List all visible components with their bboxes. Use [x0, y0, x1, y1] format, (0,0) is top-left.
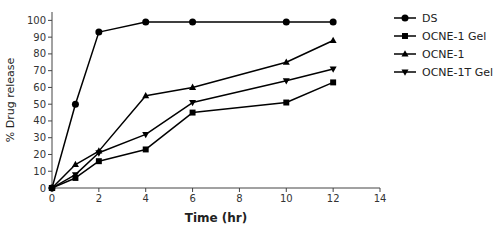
x-axis-label: Time (hr) — [185, 211, 248, 225]
chart: 0 2 4 6 8 10 12 14 0 10 20 30 40 50 60 70 80 90 100 Time (h… — [0, 0, 500, 235]
point — [330, 79, 336, 85]
legend-label: OCNE-1 — [422, 48, 465, 61]
x-tick-label: 14 — [374, 193, 387, 204]
y-tick — [48, 154, 52, 155]
y-tick-label: 80 — [33, 48, 46, 59]
x-tick-label: 6 — [189, 193, 195, 204]
y-axis-label: % Drug release — [4, 58, 17, 143]
series-line — [52, 82, 333, 188]
point — [189, 84, 196, 90]
y-tick-label: 0 — [40, 183, 46, 194]
point — [72, 161, 79, 167]
point — [142, 132, 149, 138]
y-tick-label: 10 — [33, 166, 46, 177]
x-tick-label: 10 — [280, 193, 293, 204]
y-tick — [48, 171, 52, 172]
series-line — [52, 22, 333, 188]
legend-label: OCNE-1 Gel — [422, 30, 486, 43]
y-tick — [48, 37, 52, 38]
legend: DS OCNE-1 Gel OCNE-1 OCNE-1T Gel — [394, 12, 493, 79]
x-tick — [98, 188, 99, 192]
x-tick — [286, 188, 287, 192]
point — [189, 19, 196, 26]
x-tick — [145, 188, 146, 192]
point — [95, 150, 102, 156]
legend-label: DS — [422, 12, 437, 25]
y-tick-label: 30 — [33, 132, 46, 143]
x-tick — [380, 188, 381, 192]
y-tick-label: 90 — [33, 32, 46, 43]
y-tick — [48, 70, 52, 71]
point — [95, 29, 102, 36]
legend-marker — [402, 50, 409, 56]
y-axis-line — [52, 12, 53, 188]
y-tick — [48, 104, 52, 105]
y-tick — [48, 137, 52, 138]
point — [330, 19, 337, 26]
y-tick-label: 40 — [33, 115, 46, 126]
series-line — [52, 69, 333, 188]
point — [49, 186, 56, 192]
y-tick — [48, 53, 52, 54]
point — [189, 100, 196, 106]
y-tick-label: 50 — [33, 99, 46, 110]
y-tick-label: 60 — [33, 82, 46, 93]
x-tick-label: 4 — [143, 193, 149, 204]
lines — [52, 22, 333, 188]
point — [190, 110, 196, 116]
legend-marker — [402, 33, 408, 39]
point — [49, 185, 55, 191]
legend-marker — [402, 70, 409, 76]
point — [283, 100, 289, 106]
x-tick — [239, 188, 240, 192]
point — [330, 67, 337, 73]
y-tick — [48, 20, 52, 21]
legend-label: OCNE-1T Gel — [422, 66, 493, 79]
point — [72, 101, 79, 108]
x-tick-label: 2 — [96, 193, 102, 204]
point — [72, 172, 79, 178]
x-tick-label: 8 — [236, 193, 242, 204]
point — [96, 158, 102, 164]
y-tick — [48, 120, 52, 121]
legend-marker — [402, 15, 409, 22]
point — [49, 185, 56, 192]
point — [142, 19, 149, 26]
point — [283, 78, 290, 84]
x-tick — [333, 188, 334, 192]
point — [283, 19, 290, 26]
x-tick-label: 0 — [49, 193, 55, 204]
y-tick-label: 100 — [27, 15, 46, 26]
point — [143, 146, 149, 152]
y-tick — [48, 87, 52, 88]
x-axis-line — [52, 188, 380, 189]
x-tick — [192, 188, 193, 192]
x-tick-label: 12 — [327, 193, 340, 204]
markers — [49, 19, 337, 192]
point — [283, 58, 290, 64]
y-tick-label: 70 — [33, 65, 46, 76]
point — [330, 37, 337, 43]
series-line — [52, 40, 333, 188]
point — [142, 92, 149, 98]
y-tick-label: 20 — [33, 149, 46, 160]
